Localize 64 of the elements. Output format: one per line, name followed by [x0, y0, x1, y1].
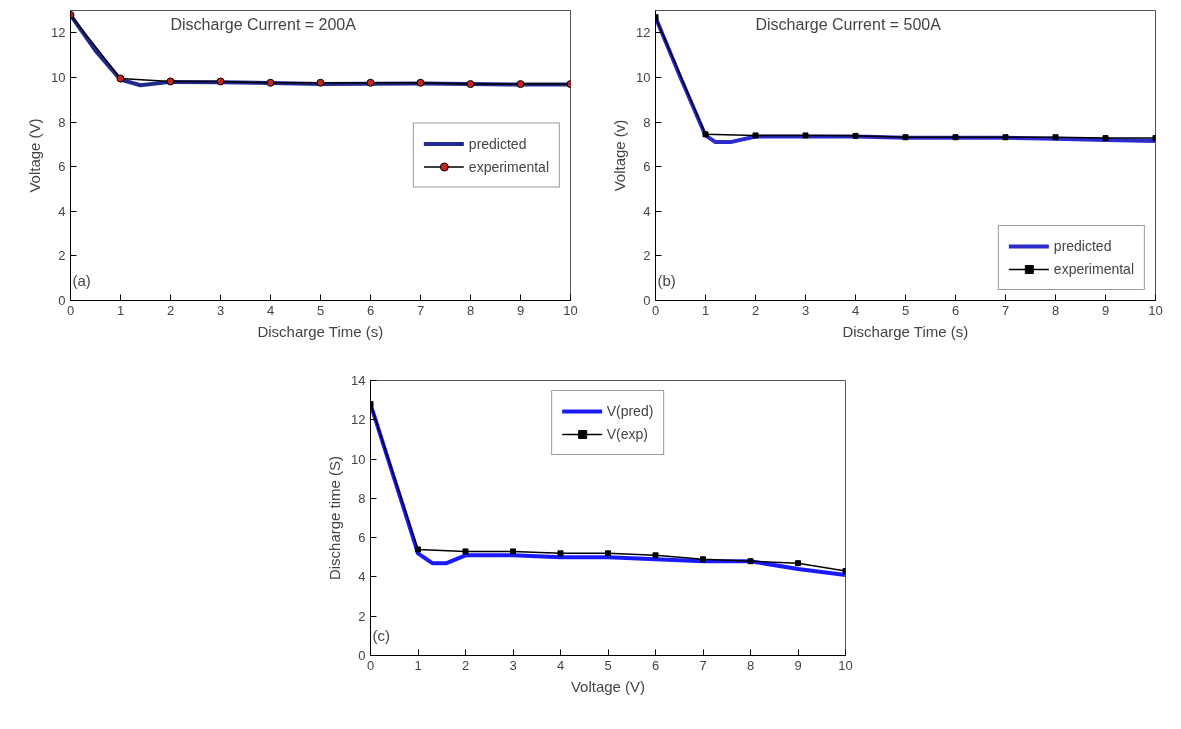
chart-title: Discharge Current = 500A	[755, 15, 942, 33]
y-tick-label: 14	[351, 373, 366, 388]
legend-label: V(pred)	[606, 403, 654, 419]
y-tick-label: 12	[51, 25, 66, 41]
x-axis-title: Discharge Time (s)	[842, 322, 969, 340]
x-tick-label: 10	[563, 302, 578, 318]
x-tick-label: 3	[509, 657, 517, 673]
x-tick-label: 1	[116, 302, 125, 318]
annotation: (c)	[372, 626, 390, 644]
x-tick-label: 7	[416, 302, 425, 318]
x-tick-label: 6	[951, 302, 960, 318]
y-tick-label: 10	[351, 451, 366, 467]
x-tick-label: 9	[516, 302, 525, 318]
annotation: (b)	[657, 271, 676, 289]
x-tick-label: 5	[901, 302, 910, 318]
x-tick-label: 2	[751, 302, 760, 318]
x-axis-title: Voltage (V)	[570, 677, 646, 695]
x-tick-label: 4	[556, 657, 565, 673]
x-tick-label: 4	[266, 302, 275, 318]
y-tick-label: 8	[58, 114, 66, 130]
y-tick-label: 8	[643, 114, 651, 130]
y-tick-label: 6	[643, 159, 651, 175]
legend-label: experimental	[1053, 261, 1134, 277]
y-tick-label: 2	[58, 248, 66, 264]
x-tick-label: 8	[746, 657, 755, 673]
y-tick-label: 4	[58, 203, 66, 219]
x-tick-label: 2	[461, 657, 470, 673]
chart-title: Discharge Current = 200A	[170, 15, 357, 33]
x-tick-label: 10	[1148, 302, 1163, 318]
x-tick-label: 7	[1001, 302, 1010, 318]
y-axis-title: Discharge time (S)	[326, 455, 344, 581]
y-tick-label: 2	[358, 608, 366, 624]
x-tick-label: 1	[701, 302, 710, 318]
legend-label: experimental	[468, 158, 549, 175]
x-tick-label: 5	[604, 657, 612, 673]
x-tick-label: 4	[851, 302, 860, 318]
x-tick-label: 10	[838, 657, 853, 673]
legend-label: V(exp)	[606, 426, 648, 442]
y-tick-label: 10	[636, 69, 651, 85]
y-tick-label: 12	[351, 412, 366, 428]
x-tick-label: 1	[414, 657, 422, 673]
legend-label: predicted	[1053, 238, 1112, 254]
y-axis-title: Voltage (V)	[26, 118, 44, 193]
legend-label: predicted	[468, 135, 527, 152]
y-tick-label: 4	[358, 569, 366, 585]
y-tick-label: 6	[358, 530, 366, 546]
x-tick-label: 9	[1101, 302, 1110, 318]
x-tick-label: 3	[216, 302, 225, 318]
x-tick-label: 5	[316, 302, 325, 318]
x-tick-label: 8	[466, 302, 475, 318]
y-tick-label: 8	[358, 490, 366, 506]
x-tick-label: 7	[699, 657, 707, 673]
y-tick-label: 10	[51, 69, 66, 85]
x-tick-label: 9	[794, 657, 802, 673]
annotation: (a)	[72, 271, 91, 289]
x-tick-label: 3	[801, 302, 810, 318]
y-axis-title: Voltage (v)	[611, 119, 629, 192]
y-tick-label: 6	[58, 159, 66, 175]
x-tick-label: 8	[1051, 302, 1060, 318]
y-tick-label: 12	[636, 25, 651, 41]
y-tick-label: 4	[643, 203, 651, 219]
y-tick-label: 2	[643, 248, 651, 264]
x-tick-label: 2	[166, 302, 175, 318]
x-axis-title: Discharge Time (s)	[257, 322, 384, 340]
